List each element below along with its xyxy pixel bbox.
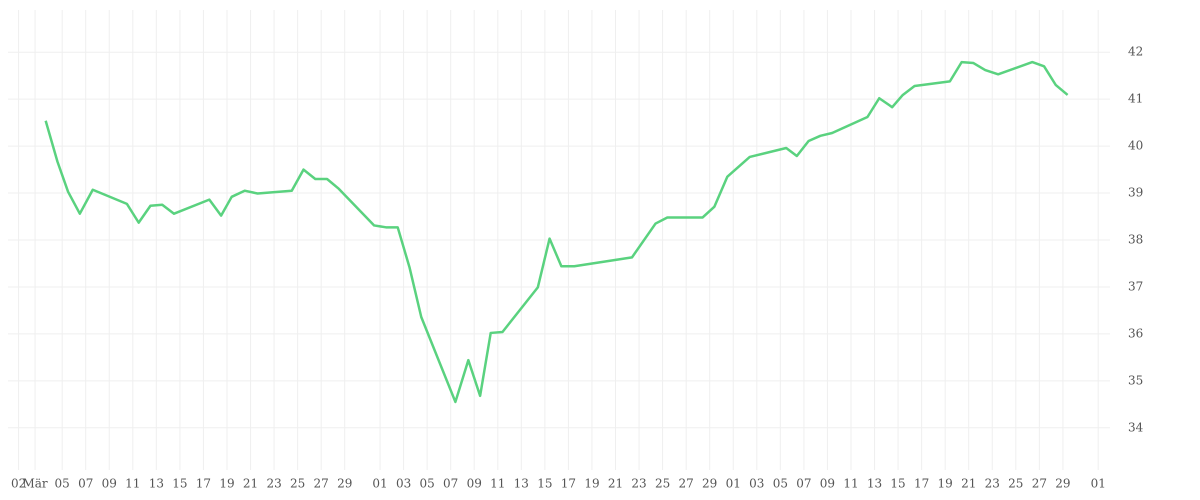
y-tick-label: 39 <box>1128 186 1143 200</box>
x-tick-label: 13 <box>867 477 882 491</box>
x-tick-label: 23 <box>631 477 646 491</box>
x-tick-label: 29 <box>337 477 352 491</box>
x-tick-label: 01 <box>726 477 741 491</box>
x-tick-label: 09 <box>820 477 835 491</box>
x-tick-label: 21 <box>608 477 623 491</box>
x-tick-label: 17 <box>196 477 211 491</box>
x-tick-label: 19 <box>219 477 234 491</box>
x-tick-label: 02 <box>11 477 26 491</box>
x-tick-label: 07 <box>443 477 458 491</box>
x-tick-label: 09 <box>102 477 117 491</box>
x-tick-label: 11 <box>843 477 858 491</box>
x-tick-label: 07 <box>796 477 811 491</box>
x-tick-label: 19 <box>938 477 953 491</box>
x-tick-label: 19 <box>584 477 599 491</box>
y-tick-label: 40 <box>1128 139 1143 153</box>
y-tick-label: 35 <box>1128 373 1143 387</box>
x-tick-label: 17 <box>914 477 929 491</box>
x-tick-label: 27 <box>679 477 694 491</box>
x-tick-label: 15 <box>537 477 552 491</box>
y-tick-label: 36 <box>1128 326 1143 340</box>
x-tick-label: Mär <box>22 477 47 491</box>
y-tick-label: 34 <box>1128 420 1144 434</box>
x-tick-label: 13 <box>149 477 164 491</box>
x-tick-label: 27 <box>314 477 329 491</box>
x-tick-label: 03 <box>396 477 411 491</box>
x-tick-label: 01 <box>1091 477 1106 491</box>
line <box>44 60 1069 404</box>
x-tick-label: 15 <box>172 477 187 491</box>
x-tick-label: 27 <box>1032 477 1047 491</box>
y-tick-label: 37 <box>1128 279 1143 293</box>
x-tick-label: 05 <box>55 477 70 491</box>
x-tick-label: 15 <box>890 477 905 491</box>
x-tick-label: 07 <box>78 477 93 491</box>
x-tick-label: 25 <box>655 477 670 491</box>
x-tick-label: 11 <box>490 477 505 491</box>
x-tick-label: 05 <box>773 477 788 491</box>
x-tick-label: 05 <box>419 477 434 491</box>
x-tick-label: 23 <box>985 477 1000 491</box>
x-tick-label: 29 <box>702 477 717 491</box>
x-tick-label: 09 <box>467 477 482 491</box>
x-tick-label: 29 <box>1055 477 1070 491</box>
x-tick-label: 23 <box>266 477 281 491</box>
y-tick-label: 38 <box>1128 233 1143 247</box>
y-tick-label: 41 <box>1128 92 1143 106</box>
x-tick-label: 25 <box>1008 477 1023 491</box>
x-tick-label: 11 <box>125 477 140 491</box>
x-tick-label: 01 <box>372 477 387 491</box>
x-tick-label: 21 <box>243 477 258 491</box>
x-tick-label: 17 <box>561 477 576 491</box>
x-tick-label: 13 <box>514 477 529 491</box>
x-tick-label: 03 <box>749 477 764 491</box>
y-tick-label: 42 <box>1128 45 1143 59</box>
x-tick-label: 25 <box>290 477 305 491</box>
x-tick-label: 21 <box>961 477 976 491</box>
